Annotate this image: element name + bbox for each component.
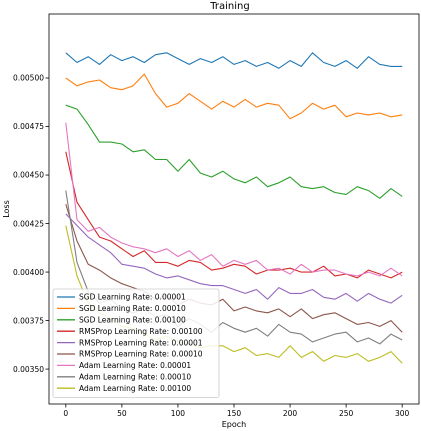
series-line-2 [65, 73, 403, 120]
y-tick-label: 0.00350 [13, 365, 44, 374]
y-axis-label: Loss [2, 200, 11, 218]
y-axis: 0.00350 0.00375 0.00400 0.00425 0.00450 0.004… [13, 74, 49, 374]
series-line-7 [65, 122, 403, 277]
x-tick-label: 0 [63, 409, 68, 418]
legend-label: RMSProp Learning Rate: 0.00100 [79, 327, 203, 336]
x-tick-label: 150 [227, 409, 242, 418]
legend: SGD Learning Rate: 0.00001 SGD Learning R… [52, 288, 220, 398]
plot-lines [65, 52, 403, 364]
chart-title: Training [209, 1, 249, 12]
legend-label: RMSProp Learning Rate: 0.00001 [79, 338, 203, 347]
x-tick-label: 250 [339, 409, 354, 418]
y-tick-label: 0.00425 [13, 219, 44, 228]
legend-label: SGD Learning Rate: 0.00001 [79, 293, 186, 302]
y-tick-label: 0.00500 [13, 74, 44, 83]
legend-label: Adam Learning Rate: 0.00010 [79, 373, 191, 382]
x-tick-label: 300 [395, 409, 410, 418]
legend-label: RMSProp Learning Rate: 0.00010 [79, 350, 203, 359]
x-axis: 0 50 100 150 200 250 300 [63, 404, 410, 418]
y-tick-label: 0.00375 [13, 316, 44, 325]
series-line-3 [65, 104, 403, 199]
series-line-6 [65, 203, 403, 333]
series-line-1 [65, 52, 403, 69]
x-tick-label: 100 [171, 409, 186, 418]
x-axis-label: Epoch [222, 420, 247, 429]
series-line-5 [65, 213, 403, 304]
legend-label: SGD Learning Rate: 0.00010 [79, 304, 186, 313]
x-tick-label: 200 [283, 409, 298, 418]
y-tick-label: 0.00450 [13, 171, 44, 180]
legend-label: Adam Learning Rate: 0.00001 [79, 361, 191, 370]
legend-label: Adam Learning Rate: 0.00100 [79, 384, 191, 393]
legend-label: SGD Learning Rate: 0.00100 [79, 316, 186, 325]
x-tick-label: 50 [117, 409, 127, 418]
y-tick-label: 0.00400 [13, 268, 44, 277]
y-tick-label: 0.00475 [13, 122, 44, 131]
legend-box [52, 288, 220, 398]
